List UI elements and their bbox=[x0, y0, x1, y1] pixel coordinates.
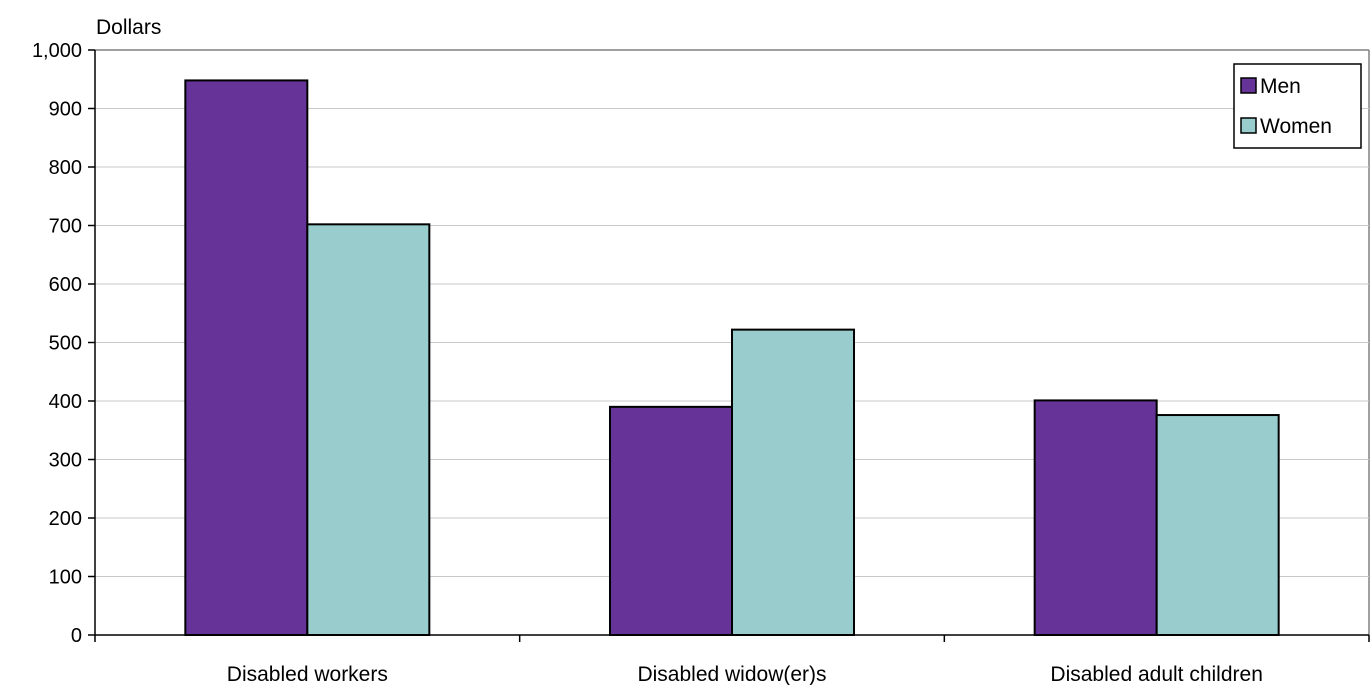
legend-swatch-women bbox=[1240, 117, 1257, 134]
y-axis-label: Dollars bbox=[96, 16, 161, 39]
x-tick-label: Disabled adult children bbox=[1050, 663, 1262, 685]
x-tick-label: Disabled workers bbox=[227, 663, 388, 685]
legend-label-women: Women bbox=[1260, 115, 1332, 138]
y-tick-label: 700 bbox=[49, 216, 82, 238]
y-tick-label: 500 bbox=[49, 333, 82, 355]
legend-swatch-men bbox=[1240, 77, 1257, 94]
y-tick-label: 100 bbox=[49, 567, 82, 589]
y-tick-label: 200 bbox=[49, 508, 82, 530]
bar-women bbox=[306, 223, 431, 637]
bar-women bbox=[731, 328, 855, 636]
x-tick-label: Disabled widow(er)s bbox=[637, 663, 826, 685]
y-tick-label: 400 bbox=[49, 391, 82, 413]
y-tick-label: 0 bbox=[71, 625, 82, 647]
y-tick-label: 1,000 bbox=[32, 40, 82, 62]
bar-men bbox=[609, 405, 733, 636]
bar-women bbox=[1155, 414, 1280, 637]
legend-label-men: Men bbox=[1260, 75, 1301, 98]
bar-men bbox=[1033, 399, 1158, 637]
axes: 0 100 200 300 400 500 600 700 800 900 1,000 Disable… bbox=[32, 40, 1370, 685]
y-tick-label: 600 bbox=[49, 274, 82, 296]
bar-men bbox=[184, 79, 309, 637]
y-tick-label: 900 bbox=[49, 99, 82, 121]
y-tick-label: 800 bbox=[49, 157, 82, 179]
legend: Men Women bbox=[1233, 63, 1362, 149]
y-tick-label: 300 bbox=[49, 450, 82, 472]
bars bbox=[184, 79, 1280, 637]
